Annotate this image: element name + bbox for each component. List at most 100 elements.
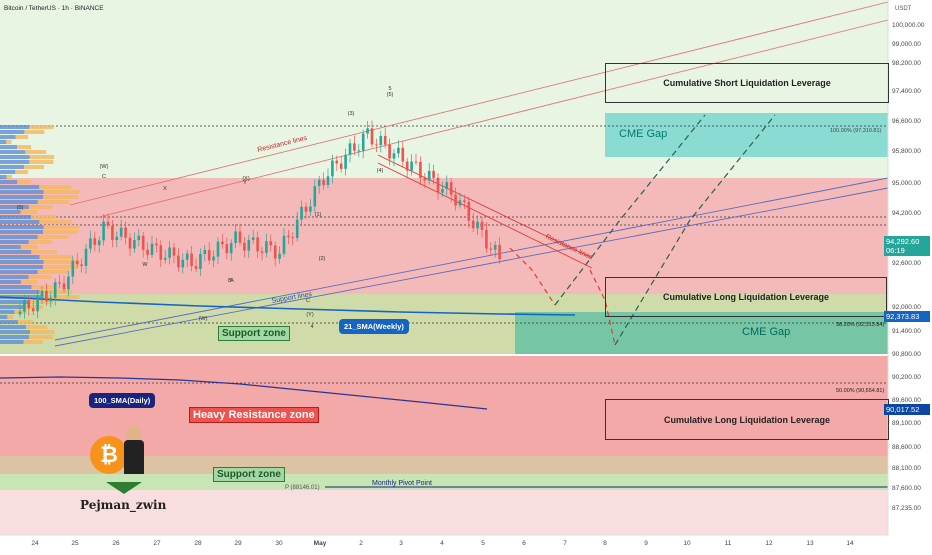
support-zone-label-2: Support zone	[213, 467, 285, 482]
fib-382-label: 38.20% (92,313.84)	[836, 322, 884, 328]
wave-label: (X)	[242, 176, 250, 182]
candle-body	[357, 150, 361, 152]
candle-body	[441, 189, 444, 193]
short-liquidation-box[interactable]: Cumulative Short Liquidation Leverage	[605, 63, 889, 103]
candle-body	[379, 135, 383, 146]
candle-body	[449, 182, 453, 195]
candle-body	[194, 266, 198, 269]
volume-bar-orange	[29, 300, 54, 304]
volume-bar-orange	[17, 320, 33, 324]
volume-bar-blue	[0, 150, 26, 154]
volume-bar-blue	[0, 165, 25, 169]
long-liquidation-box-2[interactable]: Cumulative Long Liquidation Leverage	[605, 399, 889, 440]
candle-body	[75, 260, 79, 265]
volume-profile	[0, 125, 80, 344]
candle-body	[344, 154, 347, 169]
volume-bar-blue	[0, 230, 44, 234]
fib-50-label: 50.00% (90,654.81)	[836, 388, 884, 394]
sma100-daily-tag[interactable]: 100_SMA(Daily)	[89, 393, 156, 408]
candle-body	[212, 256, 215, 261]
candle-body	[62, 283, 66, 290]
short-liquidation-label: Cumulative Short Liquidation Leverage	[663, 78, 831, 88]
volume-bar-orange	[23, 340, 43, 344]
volume-bar-orange	[20, 245, 38, 249]
candles	[18, 120, 501, 319]
candle-body	[221, 241, 224, 245]
candle-body	[322, 179, 325, 185]
candle-body	[31, 308, 35, 312]
sma21-weekly-line	[0, 296, 576, 316]
candle-body	[445, 182, 449, 190]
price-tick-label: 91,400.00	[892, 328, 921, 335]
time-tick-label: 2	[359, 540, 363, 547]
wave-label: C	[102, 174, 106, 180]
volume-bar-blue	[0, 250, 32, 254]
projection-drop-2	[589, 269, 616, 346]
volume-bar-blue	[0, 310, 15, 314]
candle-body	[207, 249, 211, 261]
volume-bar-orange	[43, 195, 79, 199]
candle-body	[317, 179, 321, 187]
time-tick-label: 27	[153, 540, 161, 547]
volume-bar-blue	[0, 195, 44, 199]
author-avatar: ₿	[88, 426, 148, 482]
candle-body	[304, 206, 308, 212]
volume-bar-orange	[6, 175, 12, 179]
candle-body	[40, 290, 44, 297]
candle-body	[247, 239, 251, 251]
time-tick-label: 6	[522, 540, 526, 547]
candle-body	[436, 177, 440, 193]
candle-body	[146, 249, 149, 255]
volume-bar-orange	[20, 210, 38, 214]
candle-body	[124, 227, 127, 238]
descending-resistance-upper	[377, 154, 593, 259]
volume-bar-orange	[42, 265, 79, 269]
volume-bar-orange	[29, 155, 55, 159]
price-tick-label: 95,000.00	[892, 180, 921, 187]
candle-body	[181, 259, 185, 268]
volume-bar-blue	[0, 240, 29, 244]
volume-bar-orange	[31, 250, 57, 254]
price-tick-label: 97,400.00	[892, 88, 921, 95]
long-liquidation-box-1[interactable]: Cumulative Long Liquidation Leverage	[605, 277, 887, 317]
candle-body	[93, 238, 97, 246]
wave-label: (W)	[199, 316, 208, 322]
volume-bar-blue	[0, 335, 30, 339]
cme-gap-bottom-label: CME Gap	[742, 326, 791, 338]
wave-label: 5	[388, 86, 391, 92]
fib-100-label: 100.00% (97,310.81)	[830, 128, 882, 134]
volume-bar-blue	[0, 125, 30, 129]
candle-body	[97, 240, 101, 246]
candle-body	[168, 247, 171, 258]
volume-bar-orange	[29, 335, 53, 339]
candle-body	[234, 231, 237, 244]
candle-body	[159, 245, 163, 260]
volume-bar-blue	[0, 280, 21, 284]
candle-body	[348, 143, 352, 155]
wave-label: A	[230, 278, 234, 284]
volume-bar-orange	[37, 200, 69, 204]
volume-bar-orange	[43, 230, 79, 234]
time-tick-label: 7	[563, 540, 567, 547]
price-tick-label: 96,600.00	[892, 118, 921, 125]
candle-body	[331, 160, 334, 177]
candle-body	[163, 257, 167, 260]
candle-body	[133, 240, 136, 249]
candle-body	[287, 235, 290, 238]
volume-bar-blue	[0, 190, 44, 194]
sma21-weekly-tag[interactable]: 21_SMA(Weekly)	[339, 319, 409, 334]
candle-body	[216, 241, 220, 257]
candle-body	[190, 253, 193, 267]
time-tick-label: 4	[440, 540, 444, 547]
wave-label: X	[163, 186, 167, 192]
candle-body	[383, 135, 387, 145]
descending-resistance-lower	[377, 162, 593, 269]
heavy-resistance-label: Heavy Resistance zone	[189, 407, 319, 423]
candle-body	[119, 227, 123, 237]
time-tick-label: 26	[112, 540, 120, 547]
candle-body	[366, 128, 369, 134]
candle-body	[18, 311, 22, 315]
candle-body	[238, 231, 242, 243]
time-tick-label: 11	[725, 540, 732, 547]
volume-bar-orange	[15, 170, 28, 174]
